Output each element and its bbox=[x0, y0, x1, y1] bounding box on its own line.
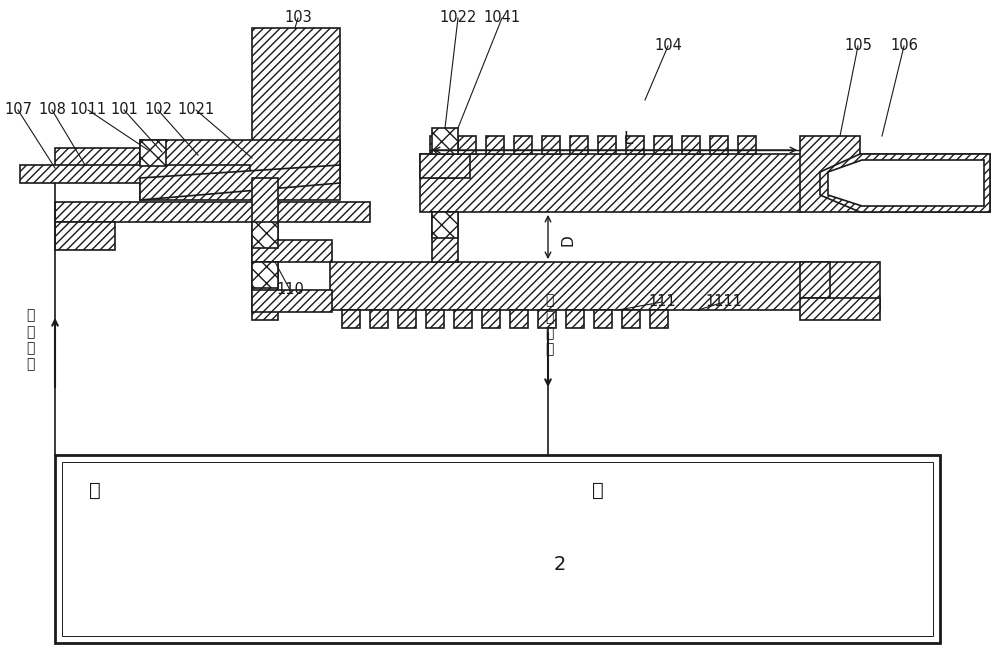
Bar bbox=[594, 310, 612, 328]
Bar bbox=[432, 128, 458, 154]
Text: 105: 105 bbox=[844, 38, 872, 54]
Bar bbox=[430, 136, 448, 154]
Bar bbox=[800, 298, 880, 320]
Bar bbox=[650, 310, 668, 328]
Bar bbox=[426, 310, 444, 328]
Bar bbox=[252, 262, 278, 320]
Text: 110: 110 bbox=[276, 282, 304, 298]
Text: 106: 106 bbox=[890, 38, 918, 54]
Bar bbox=[542, 136, 560, 154]
Bar bbox=[538, 310, 556, 328]
Bar bbox=[860, 154, 990, 212]
Bar bbox=[482, 310, 500, 328]
Bar bbox=[654, 136, 672, 154]
Bar bbox=[622, 310, 640, 328]
Bar bbox=[55, 202, 370, 222]
Polygon shape bbox=[828, 160, 984, 206]
Bar bbox=[140, 140, 166, 166]
Text: 1022: 1022 bbox=[439, 11, 477, 26]
Bar bbox=[458, 136, 476, 154]
Text: 108: 108 bbox=[38, 103, 66, 118]
Bar bbox=[738, 136, 756, 154]
Bar bbox=[55, 222, 115, 250]
Bar bbox=[252, 28, 340, 168]
Text: 101: 101 bbox=[110, 103, 138, 118]
Bar bbox=[20, 165, 250, 183]
Text: L: L bbox=[623, 130, 633, 148]
Polygon shape bbox=[820, 154, 990, 212]
Bar bbox=[252, 290, 332, 312]
Text: 1041: 1041 bbox=[483, 11, 521, 26]
Bar bbox=[454, 310, 472, 328]
Text: 1111: 1111 bbox=[706, 294, 742, 310]
Bar bbox=[710, 136, 728, 154]
Bar bbox=[800, 136, 860, 212]
Bar bbox=[420, 154, 802, 212]
Bar bbox=[566, 310, 584, 328]
Bar bbox=[800, 262, 830, 298]
Bar bbox=[432, 154, 458, 178]
Bar bbox=[330, 262, 880, 310]
Bar bbox=[598, 136, 616, 154]
Text: －: － bbox=[89, 480, 101, 499]
Bar bbox=[682, 136, 700, 154]
Bar bbox=[252, 240, 332, 262]
Text: 104: 104 bbox=[654, 38, 682, 54]
Text: 107: 107 bbox=[4, 103, 32, 118]
Text: 1011: 1011 bbox=[69, 103, 107, 118]
Text: 2: 2 bbox=[554, 556, 566, 575]
Text: 102: 102 bbox=[144, 103, 172, 118]
Bar bbox=[398, 310, 416, 328]
Text: ＋: ＋ bbox=[592, 480, 604, 499]
Bar bbox=[570, 136, 588, 154]
Bar bbox=[370, 310, 388, 328]
Bar bbox=[55, 455, 940, 643]
Text: 充
电
电
流: 充 电 电 流 bbox=[26, 308, 34, 372]
Bar bbox=[626, 136, 644, 154]
Text: 111: 111 bbox=[648, 294, 676, 310]
Bar bbox=[420, 154, 470, 178]
Bar bbox=[432, 212, 458, 262]
Bar bbox=[342, 310, 360, 328]
Bar bbox=[252, 262, 278, 288]
Bar bbox=[510, 310, 528, 328]
Bar bbox=[486, 136, 504, 154]
Bar bbox=[55, 148, 140, 178]
Bar bbox=[140, 140, 340, 178]
Bar bbox=[514, 136, 532, 154]
Text: D: D bbox=[560, 234, 575, 246]
Bar bbox=[252, 222, 278, 248]
Polygon shape bbox=[140, 178, 340, 200]
Bar bbox=[252, 178, 278, 260]
Text: 103: 103 bbox=[284, 11, 312, 26]
Text: 充
电
电
流: 充 电 电 流 bbox=[545, 294, 553, 356]
Bar bbox=[62, 462, 933, 636]
Polygon shape bbox=[140, 165, 340, 200]
Bar bbox=[432, 212, 458, 238]
Text: 1021: 1021 bbox=[177, 103, 215, 118]
